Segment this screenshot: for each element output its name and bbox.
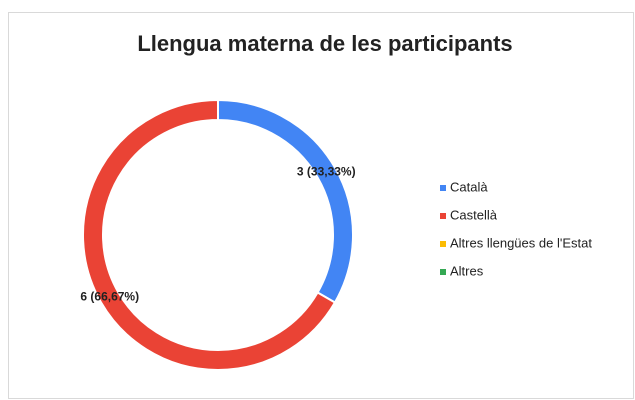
legend-swatch [440, 185, 446, 191]
legend-label: Altres llengües de l'Estat [450, 235, 592, 250]
legend-swatch [440, 241, 446, 247]
legend-label: Català [450, 179, 488, 194]
data-label: 6 (66,67%) [80, 290, 139, 304]
donut-segment [82, 98, 337, 371]
data-label: 3 (33,33%) [297, 165, 356, 179]
legend-swatch [440, 269, 446, 275]
legend-swatch [440, 213, 446, 219]
chart-frame [8, 12, 634, 399]
chart-title: Llengua materna de les participants [137, 31, 512, 56]
legend-label: Castellà [450, 207, 498, 222]
legend-label: Altres [450, 263, 484, 278]
